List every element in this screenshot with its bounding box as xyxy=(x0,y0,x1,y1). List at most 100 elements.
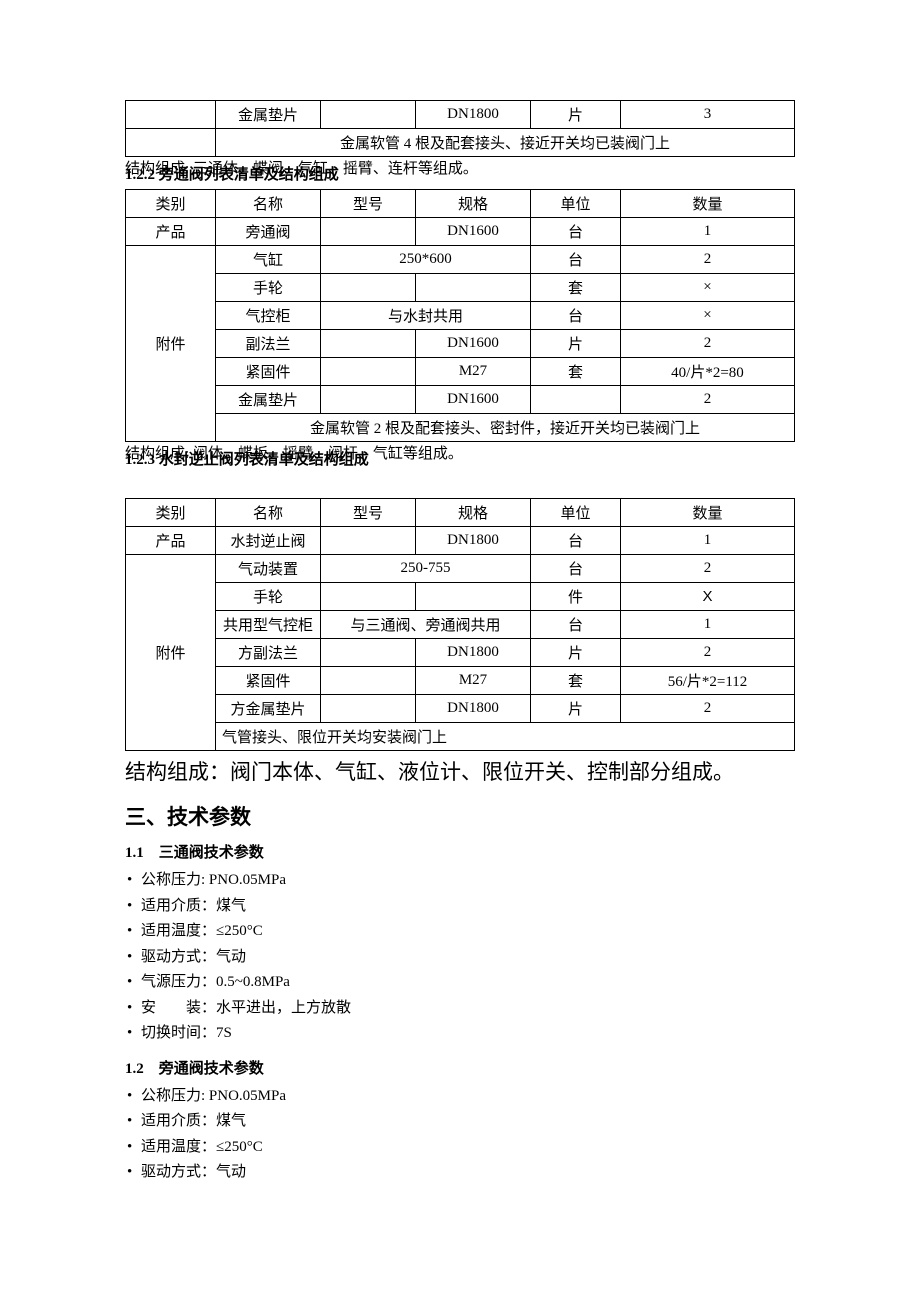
heading-122: 1.2.2 旁通阀列表清单及结构组成 xyxy=(125,163,339,184)
h-qty: 数量 xyxy=(621,190,795,218)
h-unit: 单位 xyxy=(531,499,621,527)
c: 手轮 xyxy=(216,583,321,611)
c xyxy=(321,330,416,358)
params-12: 公称压力: PNO.05MPa 适用介质：煤气 适用温度：≤250°C 驱动方式… xyxy=(125,1084,795,1186)
c: 2 xyxy=(621,386,795,414)
c: × xyxy=(621,302,795,330)
c xyxy=(321,695,416,723)
cell-model xyxy=(321,101,416,129)
list-item: 驱动方式：气动 xyxy=(125,1160,795,1186)
list-item: 气源压力：0.5~0.8MPa xyxy=(125,970,795,996)
table-row-note: 气管接头、限位开关均安装阀门上 xyxy=(126,723,795,751)
c: 套 xyxy=(531,667,621,695)
h-name: 名称 xyxy=(216,499,321,527)
c: 1 xyxy=(621,611,795,639)
list-item: 安 装：水平进出，上方放散 xyxy=(125,996,795,1022)
cell-unit: 片 xyxy=(531,101,621,129)
c: DN1600 xyxy=(416,218,531,246)
c xyxy=(321,358,416,386)
c: 金属垫片 xyxy=(216,386,321,414)
c: 件 xyxy=(531,583,621,611)
table-row-note: 金属软管 4 根及配套接头、接近开关均已装阀门上 xyxy=(126,129,795,157)
summary-struct-3: 结构组成：阀门本体、气缸、液位计、限位开关、控制部分组成。 xyxy=(125,757,795,787)
c: DN1800 xyxy=(416,639,531,667)
c: 气控柜 xyxy=(216,302,321,330)
sub-11: 1.1 三通阀技术参数 xyxy=(125,841,795,862)
h-spec: 规格 xyxy=(416,190,531,218)
heading-123: 1.2.3 水封逆止阀列表清单及结构组成 xyxy=(125,448,369,469)
c: 台 xyxy=(531,555,621,583)
c: 片 xyxy=(531,330,621,358)
cell-note: 气管接头、限位开关均安装阀门上 xyxy=(216,723,795,751)
c: 台 xyxy=(531,302,621,330)
table-row: 共用型气控柜 与三通阀、旁通阀共用 台 1 xyxy=(126,611,795,639)
c xyxy=(321,527,416,555)
table-row: 副法兰 DN1600 片 2 xyxy=(126,330,795,358)
parts-label: 附件 xyxy=(126,555,216,751)
table-row: 气控柜 与水封共用 台 × xyxy=(126,302,795,330)
table-row: 金属垫片 DN1600 2 xyxy=(126,386,795,414)
cell-blank xyxy=(126,129,216,157)
cell-cat xyxy=(126,101,216,129)
cell-name: 金属垫片 xyxy=(216,101,321,129)
c xyxy=(321,386,416,414)
c: 台 xyxy=(531,527,621,555)
section-3-title: 三、技术参数 xyxy=(125,801,795,831)
c: 1 xyxy=(621,527,795,555)
c: 台 xyxy=(531,246,621,274)
parts-label: 附件 xyxy=(126,246,216,442)
c: 套 xyxy=(531,274,621,302)
table-row: 紧固件 M27 套 40/片*2=80 xyxy=(126,358,795,386)
c: DN1800 xyxy=(416,527,531,555)
cell-qty: 3 xyxy=(621,101,795,129)
c: 与三通阀、旁通阀共用 xyxy=(321,611,531,639)
c: DN1600 xyxy=(416,330,531,358)
table-row: 手轮 套 × xyxy=(126,274,795,302)
c: 2 xyxy=(621,330,795,358)
c: 产品 xyxy=(126,218,216,246)
c xyxy=(321,639,416,667)
list-item: 公称压力: PNO.05MPa xyxy=(125,1084,795,1110)
c: 方金属垫片 xyxy=(216,695,321,723)
c: 2 xyxy=(621,639,795,667)
h-spec: 规格 xyxy=(416,499,531,527)
c xyxy=(321,583,416,611)
table-row: 金属垫片 DN1800 片 3 xyxy=(126,101,795,129)
c: M27 xyxy=(416,667,531,695)
h-unit: 单位 xyxy=(531,190,621,218)
h-cat: 类别 xyxy=(126,190,216,218)
c xyxy=(321,667,416,695)
table-row-product: 产品 水封逆止阀 DN1800 台 1 xyxy=(126,527,795,555)
table1-top: 金属垫片 DN1800 片 3 金属软管 4 根及配套接头、接近开关均已装阀门上 xyxy=(125,100,795,157)
c: 2 xyxy=(621,695,795,723)
c: DN1600 xyxy=(416,386,531,414)
table-row: 紧固件 M27 套 56/片*2=112 xyxy=(126,667,795,695)
c: 与水封共用 xyxy=(321,302,531,330)
h-name: 名称 xyxy=(216,190,321,218)
c: X xyxy=(621,583,795,611)
table-row: 方副法兰 DN1800 片 2 xyxy=(126,639,795,667)
list-item: 切换时间：7S xyxy=(125,1021,795,1047)
c xyxy=(416,583,531,611)
h-model: 型号 xyxy=(321,190,416,218)
table-header: 类别 名称 型号 规格 单位 数量 xyxy=(126,499,795,527)
c: × xyxy=(621,274,795,302)
table3-watercheck: 类别 名称 型号 规格 单位 数量 产品 水封逆止阀 DN1800 台 1 附件… xyxy=(125,498,795,751)
c: 紧固件 xyxy=(216,667,321,695)
c: 40/片*2=80 xyxy=(621,358,795,386)
c: 产品 xyxy=(126,527,216,555)
c: 2 xyxy=(621,555,795,583)
c: 套 xyxy=(531,358,621,386)
c: 旁通阀 xyxy=(216,218,321,246)
c: 1 xyxy=(621,218,795,246)
c: 250-755 xyxy=(321,555,531,583)
list-item: 适用温度：≤250°C xyxy=(125,1135,795,1161)
c: 紧固件 xyxy=(216,358,321,386)
params-11: 公称压力: PNO.05MPa 适用介质：煤气 适用温度：≤250°C 驱动方式… xyxy=(125,868,795,1047)
c: 气缸 xyxy=(216,246,321,274)
table-row: 方金属垫片 DN1800 片 2 xyxy=(126,695,795,723)
c xyxy=(416,274,531,302)
table-row: 附件 气缸 250*600 台 2 xyxy=(126,246,795,274)
table-header: 类别 名称 型号 规格 单位 数量 xyxy=(126,190,795,218)
c: 水封逆止阀 xyxy=(216,527,321,555)
